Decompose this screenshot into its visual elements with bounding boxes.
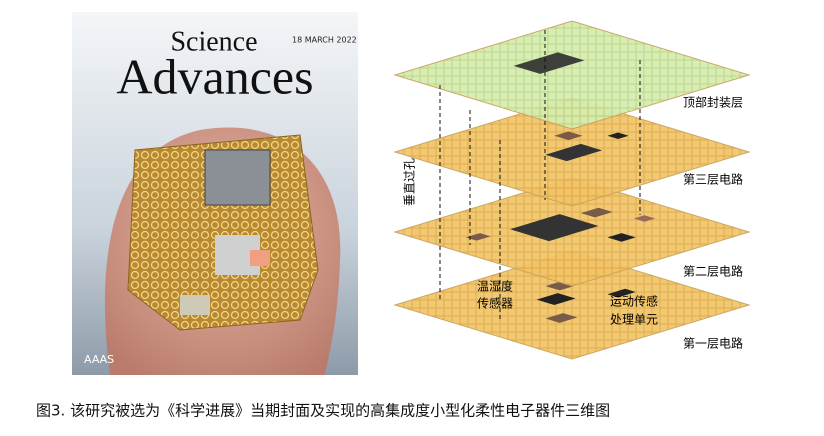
chip bbox=[204, 149, 271, 206]
component bbox=[545, 143, 603, 162]
component bbox=[465, 233, 491, 241]
cover-date: 18 MARCH 2022 bbox=[292, 36, 357, 45]
diagram bbox=[393, 20, 751, 360]
component bbox=[536, 293, 576, 305]
sensor-label: 运动传感 bbox=[610, 294, 658, 309]
cover-title: Science bbox=[170, 26, 257, 57]
layer-label: 第三层电路 bbox=[683, 172, 743, 187]
component bbox=[545, 313, 578, 323]
cover-publisher: AAAS bbox=[84, 353, 114, 366]
sensor-label: 传感器 bbox=[477, 296, 513, 311]
component bbox=[510, 214, 599, 242]
component bbox=[633, 215, 656, 222]
chip bbox=[180, 295, 210, 315]
sensor-label: 温湿度 bbox=[477, 279, 513, 294]
caption: 图3. 该研究被选为《科学进展》当期封面及实现的高集成度小型化柔性电子器件三维图 bbox=[36, 402, 610, 420]
chip bbox=[513, 52, 585, 74]
component bbox=[607, 288, 636, 298]
component bbox=[607, 233, 636, 242]
layer-label: 顶部封装层 bbox=[683, 95, 743, 110]
component bbox=[607, 132, 629, 140]
layer-label: 第二层电路 bbox=[683, 264, 743, 279]
component bbox=[554, 131, 583, 141]
led bbox=[250, 250, 270, 266]
via-label: 垂直过孔 bbox=[403, 158, 417, 206]
layer bbox=[393, 20, 751, 130]
layer bbox=[393, 250, 751, 360]
cover-title: Advances bbox=[116, 48, 313, 104]
layer-label: 第一层电路 bbox=[683, 336, 743, 351]
sensor-label: 处理单元 bbox=[610, 313, 658, 327]
component bbox=[580, 207, 613, 218]
